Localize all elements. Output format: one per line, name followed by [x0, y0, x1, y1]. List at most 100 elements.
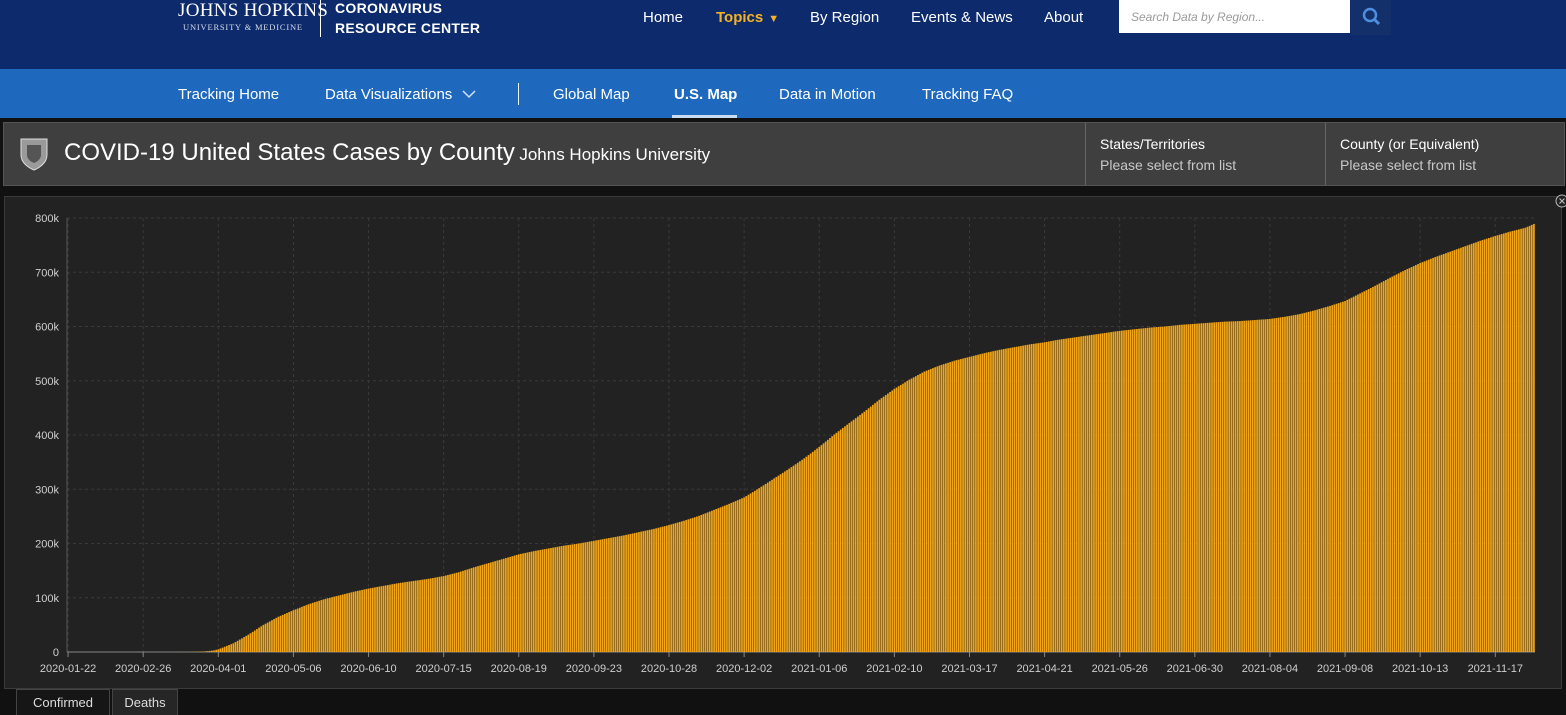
bar: [474, 566, 477, 652]
nav-link[interactable]: Home: [643, 9, 684, 26]
bar: [1183, 324, 1185, 652]
bar: [646, 530, 649, 652]
bar: [979, 354, 982, 652]
bar: [532, 551, 535, 652]
bar: [1350, 297, 1353, 652]
selector-hint: Please select from list: [1340, 157, 1477, 173]
bar: [1097, 333, 1100, 652]
nav-link[interactable]: Events & News: [911, 9, 1013, 26]
bar: [382, 585, 385, 652]
bar: [1284, 316, 1286, 652]
bar: [1196, 323, 1198, 652]
bar: [590, 541, 593, 652]
logo-subtext: UNIVERSITY & MEDICINE: [183, 22, 303, 32]
bar: [1084, 335, 1087, 652]
x-tick-label: 2020-10-28: [641, 663, 697, 675]
bar: [1230, 321, 1233, 652]
subnav-link[interactable]: U.S. Map: [674, 86, 738, 103]
bar: [816, 448, 818, 652]
subnav-link[interactable]: Data in Motion: [779, 86, 876, 103]
nav-link[interactable]: By Region: [810, 9, 880, 26]
bar: [968, 356, 971, 652]
search-input[interactable]: Search Data by Region...: [1119, 0, 1350, 33]
shield-logo: [20, 138, 48, 171]
selector[interactable]: County (or Equivalent) Please select from…: [1340, 136, 1479, 173]
bar: [1369, 287, 1372, 652]
bar: [1067, 338, 1070, 652]
bar: [1245, 320, 1248, 652]
bar: [777, 475, 780, 652]
bar: [713, 509, 715, 652]
bar: [1279, 317, 1282, 652]
search-button[interactable]: [1351, 0, 1391, 35]
x-tick-label: 2021-05-26: [1092, 663, 1148, 675]
bar: [1320, 308, 1323, 652]
logo-text[interactable]: JOHNS HOPKINS: [178, 0, 329, 21]
bar: [769, 481, 771, 652]
bar: [228, 645, 230, 652]
bar: [496, 560, 499, 652]
bar: [857, 416, 859, 652]
bar: [595, 540, 597, 652]
bar: [1099, 333, 1102, 652]
bar: [1335, 303, 1338, 652]
bar: [698, 515, 700, 652]
sub-nav: [0, 69, 1566, 118]
bar: [241, 638, 243, 652]
bar: [1153, 327, 1155, 652]
bar: [945, 363, 947, 652]
bar: [605, 538, 608, 652]
bar: [1239, 321, 1241, 652]
subnav-link[interactable]: Tracking Home: [178, 86, 280, 103]
bar: [324, 598, 327, 652]
bar: [1376, 284, 1379, 652]
x-tick-label: 2021-06-30: [1167, 663, 1223, 675]
nav-link[interactable]: Topics ▼: [716, 9, 779, 26]
bar: [1024, 345, 1027, 652]
bar: [1425, 260, 1428, 652]
y-tick-label: 400k: [35, 430, 59, 442]
bar: [314, 602, 316, 652]
bar: [760, 486, 763, 652]
tab[interactable]: Confirmed: [16, 689, 110, 715]
bar: [1290, 315, 1293, 652]
bar: [268, 621, 271, 652]
bar: [638, 532, 640, 652]
bar: [320, 600, 323, 652]
subnav-link[interactable]: Global Map: [553, 86, 630, 103]
site-name[interactable]: CORONAVIRUS: [335, 0, 443, 16]
close-button[interactable]: [1555, 193, 1566, 209]
subnav-link[interactable]: Data Visualizations: [325, 86, 476, 103]
x-tick-label: 2020-04-01: [190, 663, 246, 675]
bar: [1108, 332, 1110, 652]
divider: [1085, 123, 1086, 185]
subnav-link[interactable]: Tracking FAQ: [922, 86, 1014, 103]
bar: [820, 445, 823, 652]
bar: [578, 543, 580, 652]
divider: [1325, 123, 1326, 185]
selector[interactable]: States/Territories Please select from lis…: [1100, 136, 1236, 173]
bar: [1524, 227, 1527, 652]
bar: [354, 591, 357, 652]
bar: [1105, 332, 1108, 652]
bar: [803, 458, 806, 652]
bar: [526, 552, 529, 652]
bar: [895, 387, 898, 652]
bar: [1189, 324, 1192, 652]
bar: [286, 612, 288, 652]
tab[interactable]: Deaths: [112, 689, 178, 715]
bar: [749, 493, 752, 652]
bar: [1011, 347, 1014, 652]
bar: [389, 584, 391, 652]
nav-link[interactable]: About: [1044, 9, 1084, 26]
bar: [464, 570, 466, 652]
bar: [487, 563, 490, 652]
bar: [648, 529, 651, 652]
site-name[interactable]: RESOURCE CENTER: [335, 20, 481, 36]
bar: [983, 353, 986, 652]
bar: [661, 526, 664, 652]
bar: [1028, 344, 1031, 652]
bar: [1479, 240, 1482, 652]
bar: [1264, 319, 1267, 652]
bar: [738, 499, 741, 652]
